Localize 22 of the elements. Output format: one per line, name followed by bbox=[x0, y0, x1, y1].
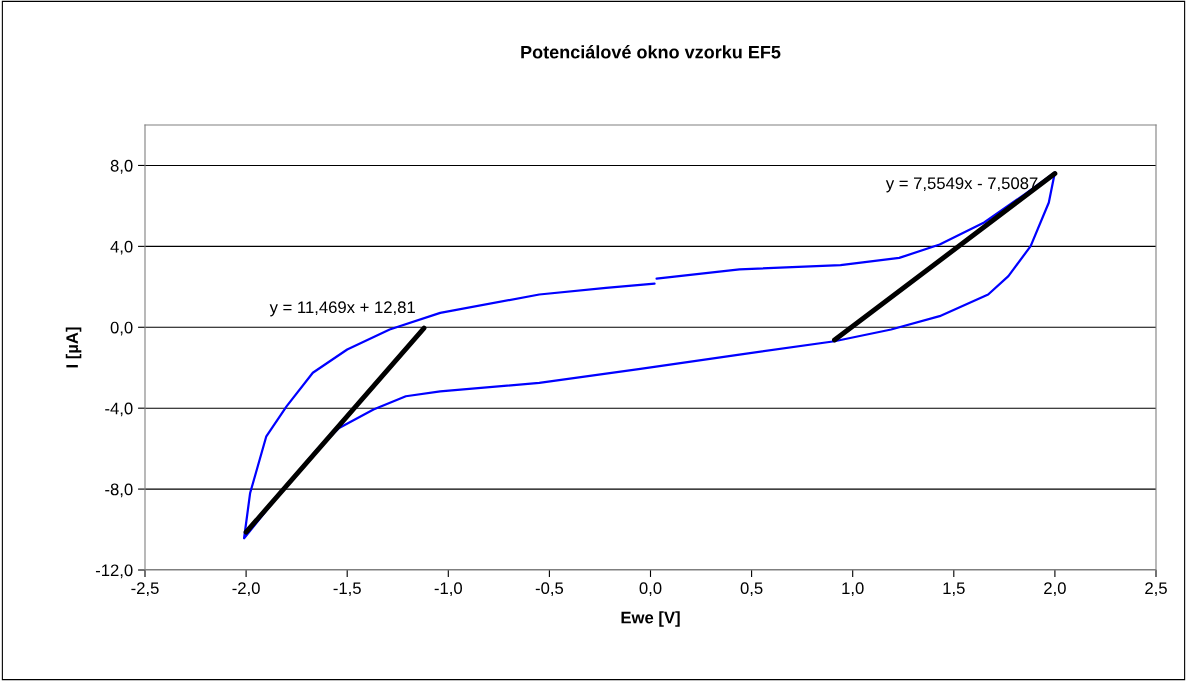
y-tick-label: -4,0 bbox=[105, 402, 133, 417]
y-tick-label: -8,0 bbox=[105, 483, 133, 498]
annotation: y = 7,5549x - 7,5087 bbox=[885, 177, 1038, 193]
x-tick-label: 1,0 bbox=[842, 582, 864, 597]
y-tick-label: 0,0 bbox=[110, 321, 133, 336]
x-tick-label: 2,5 bbox=[1145, 582, 1167, 597]
x-tick-label: -1,0 bbox=[434, 582, 463, 597]
x-axis-title: Ewe [V] bbox=[621, 611, 680, 627]
x-tick-label: -1,5 bbox=[333, 582, 361, 597]
y-tick-label: 8,0 bbox=[110, 159, 133, 174]
x-tick-label: 0,5 bbox=[740, 582, 763, 597]
y-tick-label: -12,0 bbox=[95, 564, 133, 579]
x-tick-label: 2,0 bbox=[1044, 582, 1066, 597]
x-tick-label: -2,5 bbox=[131, 582, 159, 597]
x-tick-label: 1,5 bbox=[943, 582, 965, 597]
x-tick-label: -0,5 bbox=[535, 582, 564, 597]
annotation: y = 11,469x + 12,81 bbox=[269, 301, 415, 317]
y-tick-label: 4,0 bbox=[110, 240, 133, 255]
y-axis-title: I [µA] bbox=[65, 327, 82, 368]
x-tick-label: -2,0 bbox=[232, 582, 260, 597]
chart-title: Potenciálové okno vzorku EF5 bbox=[521, 45, 781, 59]
x-tick-label: 0,0 bbox=[639, 582, 662, 597]
